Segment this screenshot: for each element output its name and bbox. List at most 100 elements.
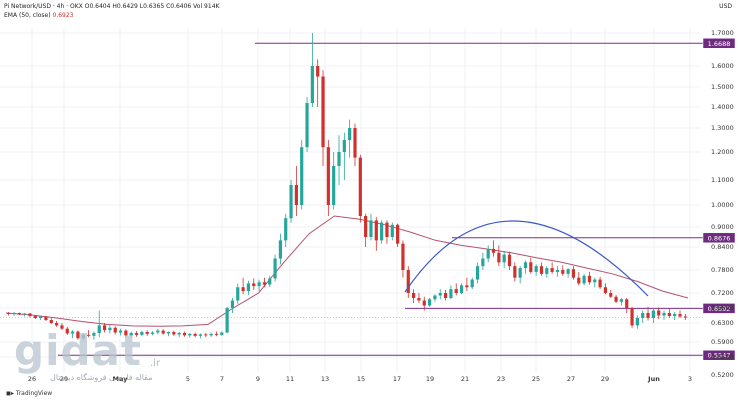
y-tick-label: 1.7000 xyxy=(711,29,734,37)
candle-up xyxy=(166,332,171,334)
candle-down xyxy=(60,325,64,329)
level-label: 0.5547 xyxy=(708,352,731,360)
candle-down xyxy=(124,330,128,336)
candle-up xyxy=(300,147,304,205)
grid xyxy=(0,28,700,372)
x-tick-label: Jun xyxy=(647,375,660,383)
candle-down xyxy=(353,128,357,158)
candle-up xyxy=(39,316,43,318)
candle-down xyxy=(678,314,682,317)
candle-up xyxy=(486,248,490,259)
y-tick-label: 1.6000 xyxy=(711,62,734,70)
candle-down xyxy=(609,293,613,297)
candle-down xyxy=(587,275,592,283)
candle-up xyxy=(268,278,272,285)
ema-layer xyxy=(5,215,689,327)
candle-up xyxy=(555,270,560,272)
y-tick-label: 0.7200 xyxy=(711,289,734,297)
x-axis: 26 29 May 5 7 9 11 13 15 17 19 21 23 25 27 29 Jun 3 xyxy=(28,375,692,383)
y-tick-label: 1.3000 xyxy=(711,124,734,132)
open-value: O0.6404 xyxy=(84,3,111,10)
candle-down xyxy=(507,254,512,267)
candle-down xyxy=(321,76,325,148)
candle-up xyxy=(188,333,192,336)
candle-down xyxy=(214,333,219,335)
x-tick-label: 25 xyxy=(532,375,540,383)
candle-down xyxy=(17,313,21,315)
ema-value: 0.6923 xyxy=(52,12,74,19)
x-tick-label: 29 xyxy=(601,375,609,383)
y-tick-label: 0.6300 xyxy=(711,319,734,327)
candle-up xyxy=(156,330,160,333)
candle-up xyxy=(502,254,506,263)
candle-up xyxy=(177,332,181,335)
candle-up xyxy=(92,332,96,336)
candle-down xyxy=(491,248,496,253)
candle-up xyxy=(427,299,432,306)
candle-up xyxy=(81,334,85,339)
candle-up xyxy=(390,224,394,237)
x-tick-label: 13 xyxy=(321,375,329,383)
candle-down xyxy=(55,323,59,326)
candle-down xyxy=(683,316,687,318)
candle-down xyxy=(161,330,165,334)
tradingview-label: TradingView xyxy=(15,390,53,397)
candle-down xyxy=(443,293,448,298)
candle-up xyxy=(673,314,677,316)
candle-down xyxy=(172,332,176,335)
candle-up xyxy=(481,258,485,267)
watermark-subtitle: مقاله فارسی فروشگاه دیجیتال xyxy=(50,373,153,382)
high-value: H0.6429 xyxy=(112,3,138,10)
candle-down xyxy=(412,293,416,298)
level-label: 0.6592 xyxy=(708,305,731,313)
x-tick-label: 26 xyxy=(28,375,36,383)
candle-up xyxy=(470,279,474,288)
x-tick-label: 23 xyxy=(497,375,505,383)
candle-down xyxy=(241,287,245,292)
candle-up xyxy=(619,299,623,302)
candle-up xyxy=(198,334,203,336)
y-tick-label: 1.5000 xyxy=(711,83,734,91)
candle-up xyxy=(369,220,373,237)
candle-down xyxy=(529,262,533,272)
tradingview-logo: ◼▸ TradingView xyxy=(6,390,52,397)
candle-up xyxy=(273,258,277,279)
candle-down xyxy=(577,277,581,284)
candle-up xyxy=(337,152,341,166)
rounding-top-arc xyxy=(404,220,649,297)
level-label-box xyxy=(702,232,736,244)
x-tick-label: 3 xyxy=(688,375,692,383)
y-tick-label: 0.9000 xyxy=(711,223,734,231)
y-tick-label: 1.4000 xyxy=(711,103,734,111)
candle-up xyxy=(342,140,346,152)
candle-down xyxy=(358,157,362,216)
indicator-legend: EMA (50, close) 0.6923 xyxy=(4,12,74,19)
candles xyxy=(7,33,687,341)
candle-down xyxy=(7,313,11,314)
candle-down xyxy=(646,313,650,318)
candle-up xyxy=(257,282,261,287)
candle-up xyxy=(545,268,549,274)
candle-up xyxy=(108,327,112,331)
candle-up xyxy=(246,283,251,292)
candle-up xyxy=(593,279,597,283)
x-tick-label: 17 xyxy=(393,375,401,383)
candle-down xyxy=(326,147,330,205)
candle-down xyxy=(182,332,187,336)
x-tick-label: 9 xyxy=(256,375,260,383)
candle-down xyxy=(422,300,426,306)
candle-down xyxy=(385,222,389,237)
x-tick-label: May xyxy=(113,375,129,383)
level-label-box xyxy=(702,303,736,314)
candle-up xyxy=(278,240,282,259)
watermark: gidat .ir مقاله فارسی فروشگاه دیجیتال xyxy=(14,326,160,382)
y-tick-label: 1.2000 xyxy=(711,148,734,156)
candle-down xyxy=(406,270,410,293)
candle-up xyxy=(230,300,235,308)
candle-down xyxy=(657,310,661,316)
candle-down xyxy=(625,299,629,308)
candle-up xyxy=(209,333,213,336)
y-axis: 1.7000 1.6000 1.5000 1.4000 1.3000 1.2000 1.10… xyxy=(711,29,734,379)
candle-up xyxy=(150,332,155,334)
